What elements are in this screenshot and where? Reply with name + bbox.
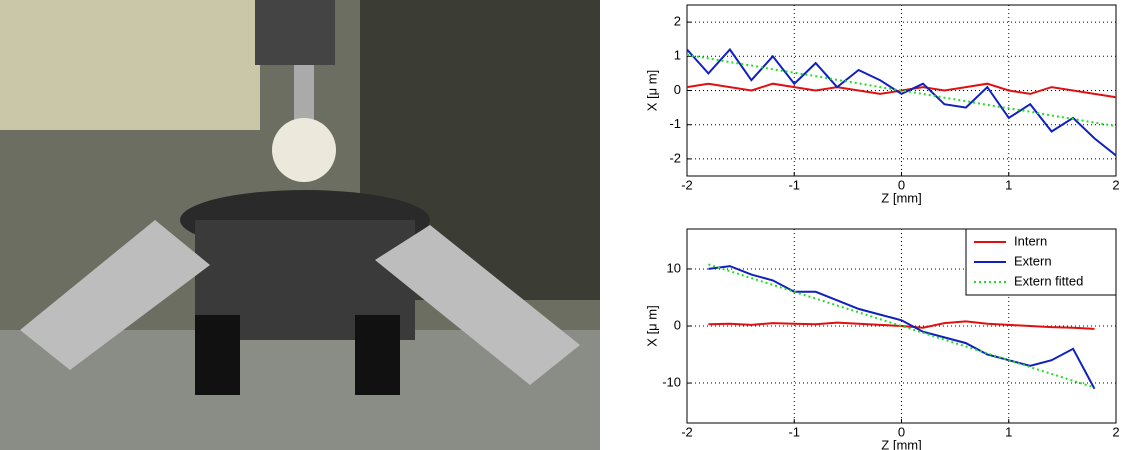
x-tick-label: 2: [1112, 177, 1119, 192]
legend-label: Intern: [1014, 233, 1047, 248]
y-tick-label: 1: [674, 48, 681, 63]
y-tick-label: -10: [662, 374, 681, 389]
y-tick-label: 0: [674, 82, 681, 97]
legend-label: Extern: [1014, 253, 1052, 268]
legend-label: Extern fitted: [1014, 273, 1083, 288]
probe-left: [20, 220, 210, 370]
y-tick-label: -1: [669, 116, 681, 131]
x-tick-label: 1: [1005, 177, 1012, 192]
x-tick-label: 2: [1112, 424, 1119, 439]
x-tick-label: -1: [788, 424, 800, 439]
line-series: [708, 320, 1095, 330]
y-tick-label: 2: [674, 14, 681, 29]
line-series: [686, 47, 1117, 157]
wall: [0, 0, 260, 130]
x-tick-label: 0: [898, 177, 905, 192]
y-axis-label: X [μ m]: [644, 70, 659, 111]
y-axis-label: X [μ m]: [644, 305, 659, 346]
sphere: [272, 118, 336, 182]
x-tick-label: -2: [681, 424, 693, 439]
x-tick-label: 1: [1005, 424, 1012, 439]
probe-right: [375, 225, 580, 385]
line-series: [686, 82, 1117, 99]
photo: [0, 0, 600, 450]
x-axis-label: Z [mm]: [881, 437, 921, 450]
fixture-leg: [355, 315, 400, 395]
x-tick-label: -1: [788, 177, 800, 192]
fixture-leg: [195, 315, 240, 395]
x-axis-label: Z [mm]: [881, 190, 921, 205]
line-series: [708, 265, 1096, 390]
x-tick-label: -2: [681, 177, 693, 192]
y-tick-label: 0: [674, 317, 681, 332]
y-tick-label: -2: [669, 150, 681, 165]
spindle: [255, 0, 335, 65]
stylus: [294, 65, 314, 125]
x-tick-label: 0: [898, 424, 905, 439]
y-tick-label: 10: [667, 260, 681, 275]
